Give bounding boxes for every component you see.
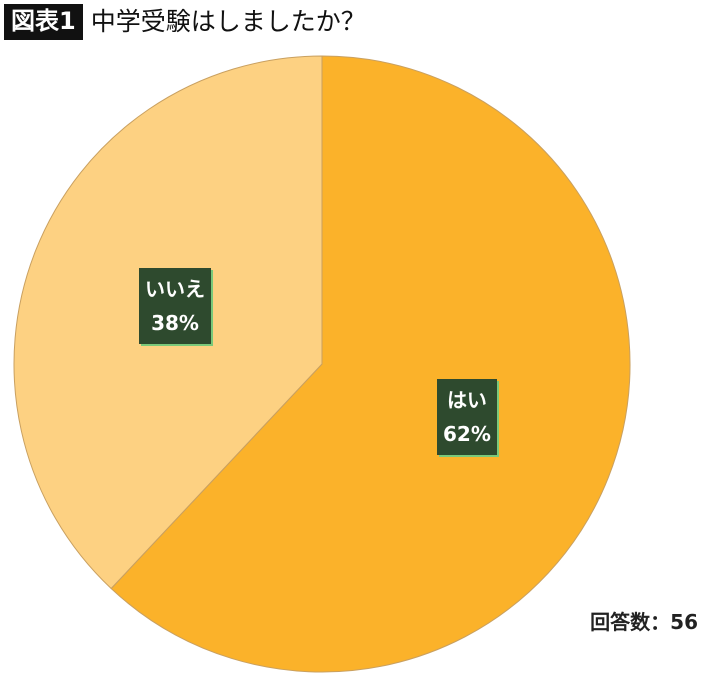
figure-badge: 図表1	[4, 4, 83, 40]
slice-label-text: いいえ	[145, 277, 205, 301]
slice-label-text: はい	[446, 388, 487, 412]
pie-slice-hai	[110, 55, 631, 673]
slice-percent-text: 62%	[443, 422, 491, 446]
slice-label-iie: いいえ 38%	[139, 268, 211, 344]
response-count: 回答数：56	[590, 610, 698, 634]
chart-header: 図表1 中学受験はしましたか？	[4, 4, 366, 40]
slice-label-hai: はい 62%	[437, 379, 497, 455]
chart-title: 中学受験はしましたか？	[90, 7, 366, 36]
slice-percent-text: 38%	[151, 311, 199, 335]
